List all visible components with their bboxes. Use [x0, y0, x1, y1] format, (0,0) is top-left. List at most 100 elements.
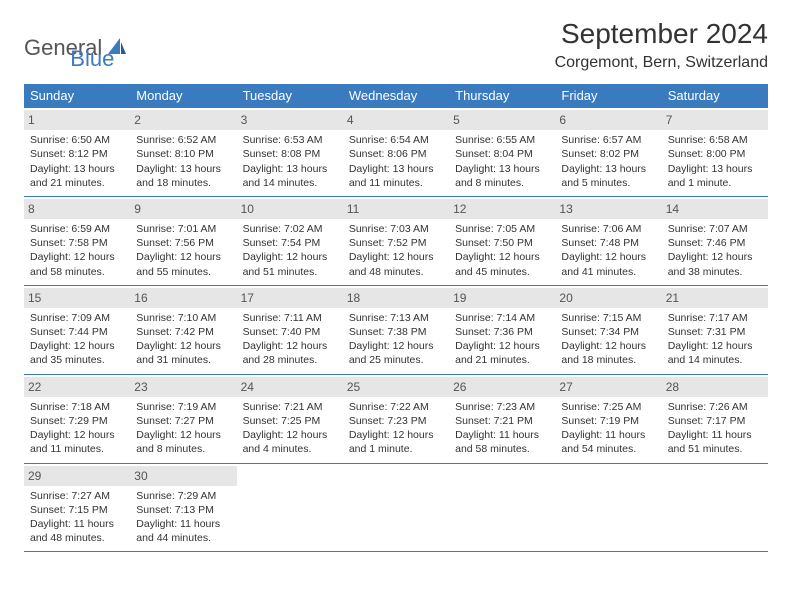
day-number: 3 — [237, 110, 343, 130]
day-cell: 8Sunrise: 6:59 AMSunset: 7:58 PMDaylight… — [24, 196, 130, 285]
daylight-text: Daylight: 13 hours and 18 minutes. — [136, 162, 230, 190]
day-cell: 3 Sunrise: 6:53 AMSunset: 8:08 PMDaylight… — [237, 108, 343, 197]
sunset-text: Sunset: 7:40 PM — [243, 325, 337, 339]
location-label: Corgemont, Bern, Switzerland — [555, 54, 768, 72]
daylight-text: Daylight: 11 hours and 54 minutes. — [561, 428, 655, 456]
day-cell: 13Sunrise: 7:06 AMSunset: 7:48 PMDayligh… — [555, 196, 661, 285]
daylight-text: Daylight: 12 hours and 55 minutes. — [136, 250, 230, 278]
sunset-text: Sunset: 7:15 PM — [30, 503, 124, 517]
week-row: 22Sunrise: 7:18 AMSunset: 7:29 PMDayligh… — [24, 374, 768, 463]
day-number: 14 — [662, 199, 768, 219]
sunset-text: Sunset: 7:19 PM — [561, 414, 655, 428]
sunrise-text: Sunrise: 7:15 AM — [561, 311, 655, 325]
sunrise-text: Sunrise: 6:52 AM — [136, 133, 230, 147]
day-number: 23 — [130, 377, 236, 397]
day-number: 6 — [555, 110, 661, 130]
sunset-text: Sunset: 8:00 PM — [668, 147, 762, 161]
sunset-text: Sunset: 7:13 PM — [136, 503, 230, 517]
sunrise-text: Sunrise: 6:54 AM — [349, 133, 443, 147]
daylight-text: Daylight: 11 hours and 48 minutes. — [30, 517, 124, 545]
daylight-text: Daylight: 12 hours and 58 minutes. — [30, 250, 124, 278]
day-cell: 2Sunrise: 6:52 AMSunset: 8:10 PMDaylight… — [130, 108, 236, 197]
daylight-text: Daylight: 11 hours and 44 minutes. — [136, 517, 230, 545]
day-cell: 21Sunrise: 7:17 AMSunset: 7:31 PMDayligh… — [662, 285, 768, 374]
daylight-text: Daylight: 13 hours and 14 minutes. — [243, 162, 337, 190]
sunrise-text: Sunrise: 7:14 AM — [455, 311, 549, 325]
day-cell: 23Sunrise: 7:19 AMSunset: 7:27 PMDayligh… — [130, 374, 236, 463]
day-cell: 28Sunrise: 7:26 AMSunset: 7:17 PMDayligh… — [662, 374, 768, 463]
sunset-text: Sunset: 8:08 PM — [243, 147, 337, 161]
sunset-text: Sunset: 7:58 PM — [30, 236, 124, 250]
sunset-text: Sunset: 8:12 PM — [30, 147, 124, 161]
day-cell: 9Sunrise: 7:01 AMSunset: 7:56 PMDaylight… — [130, 196, 236, 285]
sunrise-text: Sunrise: 6:57 AM — [561, 133, 655, 147]
day-header: Monday — [130, 84, 236, 108]
day-cell: 5Sunrise: 6:55 AMSunset: 8:04 PMDaylight… — [449, 108, 555, 197]
daylight-text: Daylight: 12 hours and 1 minute. — [349, 428, 443, 456]
sunset-text: Sunset: 7:25 PM — [243, 414, 337, 428]
day-number: 9 — [130, 199, 236, 219]
day-number: 21 — [662, 288, 768, 308]
daylight-text: Daylight: 11 hours and 58 minutes. — [455, 428, 549, 456]
sunrise-text: Sunrise: 7:11 AM — [243, 311, 337, 325]
day-cell: 19Sunrise: 7:14 AMSunset: 7:36 PMDayligh… — [449, 285, 555, 374]
sunrise-text: Sunrise: 6:50 AM — [30, 133, 124, 147]
month-title: September 2024 — [555, 18, 768, 50]
day-number: 7 — [662, 110, 768, 130]
week-row: 1 Sunrise: 6:50 AMSunset: 8:12 PM Daylight… — [24, 108, 768, 197]
sunset-text: Sunset: 7:36 PM — [455, 325, 549, 339]
day-number: 29 — [24, 466, 130, 486]
sunrise-text: Sunrise: 7:18 AM — [30, 400, 124, 414]
logo: General Blue — [24, 24, 114, 72]
daylight-text: Daylight: 12 hours and 14 minutes. — [668, 339, 762, 367]
day-cell: 25Sunrise: 7:22 AMSunset: 7:23 PMDayligh… — [343, 374, 449, 463]
daylight-text: Daylight: 13 hours and 5 minutes. — [561, 162, 655, 190]
sunrise-text: Sunrise: 7:13 AM — [349, 311, 443, 325]
daylight-text: Daylight: 12 hours and 21 minutes. — [455, 339, 549, 367]
day-number: 12 — [449, 199, 555, 219]
day-cell: 24Sunrise: 7:21 AMSunset: 7:25 PMDayligh… — [237, 374, 343, 463]
day-cell: 12Sunrise: 7:05 AMSunset: 7:50 PMDayligh… — [449, 196, 555, 285]
calendar-table: Sunday Monday Tuesday Wednesday Thursday… — [24, 84, 768, 552]
sunrise-text: Sunrise: 7:03 AM — [349, 222, 443, 236]
day-number: 25 — [343, 377, 449, 397]
sunrise-text: Sunrise: 7:10 AM — [136, 311, 230, 325]
day-cell: 1Sunrise: 6:50 AMSunset: 8:12 PMDaylight… — [24, 108, 130, 197]
sunrise-text: Sunrise: 7:29 AM — [136, 489, 230, 503]
sunset-text: Sunset: 7:44 PM — [30, 325, 124, 339]
day-cell: 10Sunrise: 7:02 AMSunset: 7:54 PMDayligh… — [237, 196, 343, 285]
daylight-text: Daylight: 12 hours and 31 minutes. — [136, 339, 230, 367]
day-number: 17 — [237, 288, 343, 308]
day-cell: 18Sunrise: 7:13 AMSunset: 7:38 PMDayligh… — [343, 285, 449, 374]
day-number: 30 — [130, 466, 236, 486]
sunrise-text: Sunrise: 7:25 AM — [561, 400, 655, 414]
day-number: 4 — [343, 110, 449, 130]
day-cell: 27Sunrise: 7:25 AMSunset: 7:19 PMDayligh… — [555, 374, 661, 463]
daylight-text: Daylight: 12 hours and 28 minutes. — [243, 339, 337, 367]
sunset-text: Sunset: 7:50 PM — [455, 236, 549, 250]
sunrise-text: Sunrise: 6:53 AM — [243, 133, 337, 147]
day-header: Thursday — [449, 84, 555, 108]
sunrise-text: Sunrise: 7:09 AM — [30, 311, 124, 325]
sunrise-text: Sunrise: 6:58 AM — [668, 133, 762, 147]
day-number: 5 — [449, 110, 555, 130]
daylight-text: Daylight: 13 hours and 11 minutes. — [349, 162, 443, 190]
day-header: Sunday — [24, 84, 130, 108]
sunset-text: Sunset: 7:29 PM — [30, 414, 124, 428]
sunset-text: Sunset: 7:46 PM — [668, 236, 762, 250]
sunset-text: Sunset: 7:48 PM — [561, 236, 655, 250]
sunset-text: Sunset: 7:42 PM — [136, 325, 230, 339]
daylight-text: Daylight: 12 hours and 45 minutes. — [455, 250, 549, 278]
day-number: 1 — [24, 110, 130, 130]
day-cell: 26Sunrise: 7:23 AMSunset: 7:21 PMDayligh… — [449, 374, 555, 463]
day-cell: 29Sunrise: 7:27 AMSunset: 7:15 PMDayligh… — [24, 463, 130, 552]
sunset-text: Sunset: 8:02 PM — [561, 147, 655, 161]
title-block: September 2024 Corgemont, Bern, Switzerl… — [555, 18, 768, 72]
day-number: 18 — [343, 288, 449, 308]
daylight-text: Daylight: 13 hours and 8 minutes. — [455, 162, 549, 190]
day-header: Friday — [555, 84, 661, 108]
day-cell: 7Sunrise: 6:58 AMSunset: 8:00 PMDaylight… — [662, 108, 768, 197]
daylight-text: Daylight: 11 hours and 51 minutes. — [668, 428, 762, 456]
sunset-text: Sunset: 7:17 PM — [668, 414, 762, 428]
day-header: Saturday — [662, 84, 768, 108]
